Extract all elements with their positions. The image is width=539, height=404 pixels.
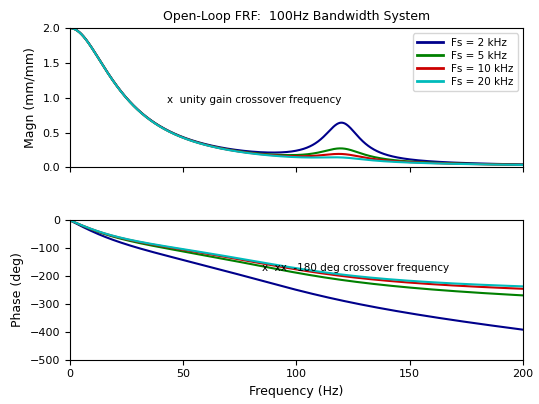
Fs = 20 kHz	[520, 162, 526, 167]
Fs = 20 kHz	[429, 161, 435, 166]
Line: Fs = 10 kHz: Fs = 10 kHz	[71, 28, 523, 165]
Fs = 5 kHz	[420, 160, 426, 165]
Fs = 20 kHz	[114, 84, 121, 89]
Y-axis label: Magn (mm/mm): Magn (mm/mm)	[24, 47, 37, 148]
Fs = 10 kHz	[429, 160, 435, 165]
Fs = 10 kHz	[68, 26, 74, 31]
Line: Fs = 2 kHz: Fs = 2 kHz	[71, 28, 523, 164]
Fs = 5 kHz	[68, 26, 74, 31]
Fs = 20 kHz	[378, 159, 384, 164]
Fs = 10 kHz	[114, 84, 121, 89]
Fs = 10 kHz	[378, 158, 384, 162]
Legend: Fs = 2 kHz, Fs = 5 kHz, Fs = 10 kHz, Fs = 20 kHz: Fs = 2 kHz, Fs = 5 kHz, Fs = 10 kHz, Fs …	[412, 34, 517, 91]
Line: Fs = 20 kHz: Fs = 20 kHz	[71, 28, 523, 165]
Fs = 2 kHz	[420, 158, 426, 163]
Fs = 5 kHz	[429, 160, 435, 165]
Fs = 2 kHz	[114, 84, 121, 89]
Fs = 2 kHz	[520, 162, 526, 167]
Fs = 2 kHz	[429, 159, 435, 164]
Fs = 20 kHz	[420, 161, 426, 166]
Fs = 5 kHz	[251, 151, 257, 156]
Title: Open-Loop FRF:  100Hz Bandwidth System: Open-Loop FRF: 100Hz Bandwidth System	[163, 10, 430, 23]
Fs = 5 kHz	[267, 152, 273, 157]
Fs = 10 kHz	[420, 160, 426, 165]
Fs = 5 kHz	[114, 84, 121, 89]
Fs = 20 kHz	[251, 152, 257, 156]
Fs = 2 kHz	[267, 150, 273, 155]
Fs = 20 kHz	[267, 153, 273, 158]
Text: x  xx  -180 deg crossover frequency: x xx -180 deg crossover frequency	[262, 263, 450, 274]
Fs = 5 kHz	[378, 156, 384, 161]
Fs = 10 kHz	[267, 153, 273, 158]
Fs = 2 kHz	[251, 149, 257, 154]
Fs = 20 kHz	[68, 26, 74, 31]
Fs = 5 kHz	[520, 162, 526, 167]
X-axis label: Frequency (Hz): Frequency (Hz)	[249, 385, 344, 398]
Fs = 2 kHz	[378, 151, 384, 156]
Fs = 10 kHz	[251, 151, 257, 156]
Y-axis label: Phase (deg): Phase (deg)	[11, 252, 24, 327]
Fs = 10 kHz	[520, 162, 526, 167]
Text: x  unity gain crossover frequency: x unity gain crossover frequency	[168, 95, 342, 105]
Fs = 2 kHz	[68, 25, 74, 30]
Line: Fs = 5 kHz: Fs = 5 kHz	[71, 28, 523, 165]
